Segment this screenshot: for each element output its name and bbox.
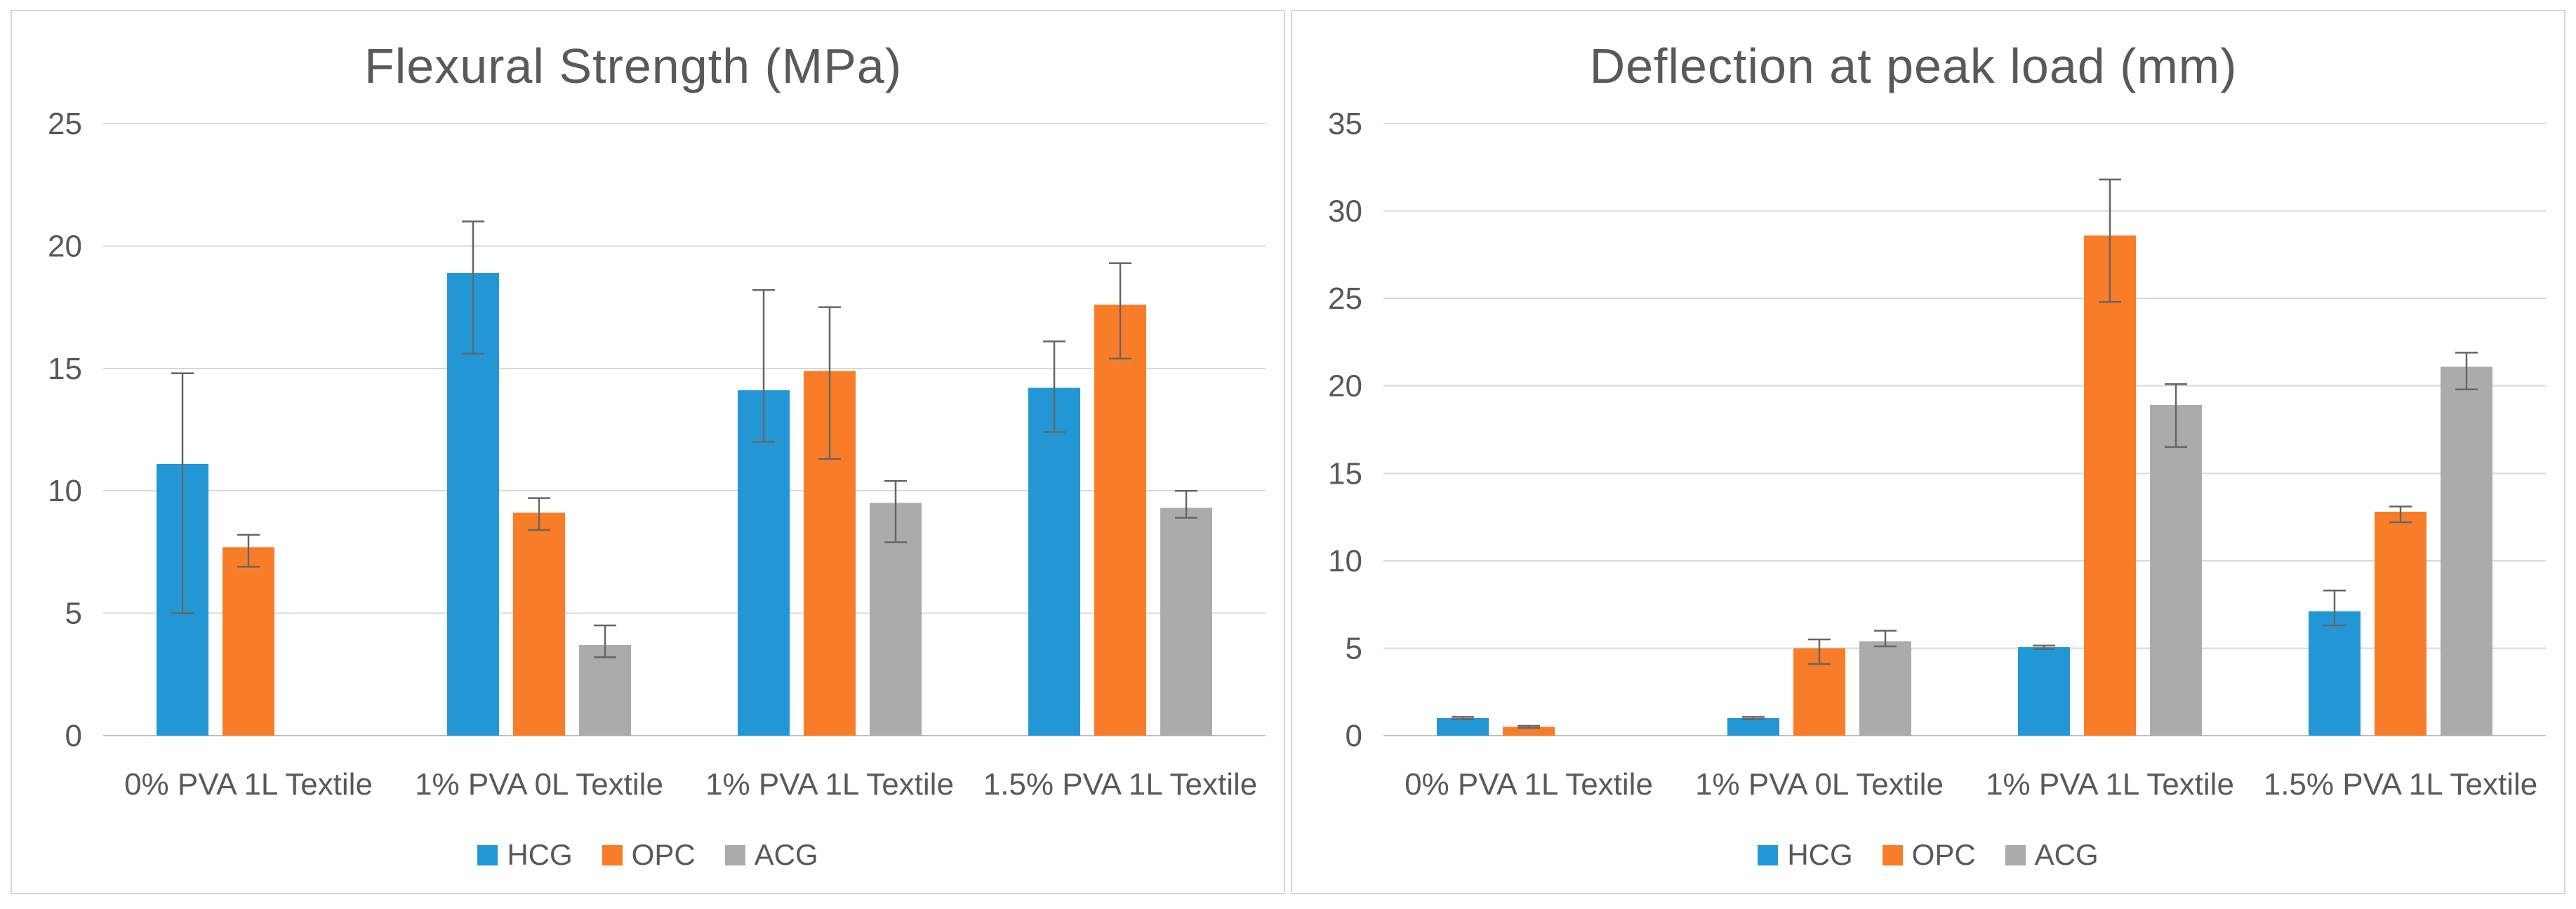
y-tick-label: 25 — [1328, 281, 1362, 316]
legend-swatch-opc — [602, 844, 623, 865]
y-tick-label: 10 — [48, 474, 82, 508]
legend-item-hcg: HCG — [477, 838, 573, 872]
legend-swatch-hcg — [477, 844, 498, 865]
chart-title: Deflection at peak load (mm) — [1589, 39, 2238, 93]
chart-title: Flexural Strength (MPa) — [364, 39, 903, 93]
flexural-strength-chart: 0 5 10 15 20 25 0% PVA 1L Textile 1% PVA 0L Tex… — [48, 107, 1266, 802]
legend: HCG OPC ACG — [1292, 838, 2564, 872]
legend-swatch-hcg — [1758, 844, 1779, 865]
bar-acg-group4 — [1160, 507, 1212, 736]
bar-opc-group1 — [1503, 726, 1555, 736]
bar-acg-group2 — [579, 644, 631, 736]
bar-opc-group3 — [2084, 235, 2136, 736]
legend-label-acg: ACG — [754, 838, 818, 871]
x-category-label: 1.5% PVA 1L Textile — [2264, 767, 2538, 802]
legend-swatch-opc — [1882, 844, 1903, 865]
bar-opc-group1 — [223, 547, 274, 736]
y-tick-label: 10 — [1328, 544, 1362, 578]
bar-hcg-group4 — [1028, 387, 1080, 736]
bar-hcg-group1 — [1437, 718, 1489, 736]
legend-item-opc: OPC — [1882, 838, 1976, 872]
legend-label-hcg: HCG — [1787, 838, 1853, 871]
legend-item-acg: ACG — [2005, 838, 2099, 872]
legend-item-acg: ACG — [724, 838, 818, 872]
legend-item-hcg: HCG — [1758, 838, 1853, 872]
legend-label-opc: OPC — [631, 838, 696, 871]
bar-opc-group2 — [513, 512, 565, 736]
bar-hcg-group4 — [2309, 611, 2361, 736]
y-tick-label: 25 — [48, 107, 82, 141]
bar-opc-group4 — [2375, 512, 2426, 736]
x-category-label: 1% PVA 1L Textile — [1986, 767, 2234, 802]
y-tick-label: 20 — [48, 229, 82, 263]
y-tick-label: 15 — [1328, 456, 1362, 491]
y-tick-label: 0 — [65, 719, 82, 753]
y-tick-label: 5 — [1346, 631, 1362, 665]
x-category-label: 0% PVA 1L Textile — [124, 767, 373, 802]
x-category-label: 1% PVA 1L Textile — [705, 767, 954, 802]
bar-hcg-group2 — [1727, 718, 1779, 736]
x-category-label: 1% PVA 0L Textile — [415, 767, 663, 802]
bar-hcg-group3 — [738, 390, 790, 736]
legend-item-opc: OPC — [602, 838, 696, 872]
legend: HCG OPC ACG — [12, 838, 1284, 872]
legend-swatch-acg — [724, 844, 745, 865]
bar-hcg-group3 — [2018, 647, 2070, 736]
bar-acg-group3 — [2150, 405, 2202, 736]
deflection-panel: 0 5 10 15 20 25 30 35 0% PVA 1L Textile 1% PVA 0L… — [1291, 10, 2565, 894]
bar-acg-group2 — [1859, 641, 1911, 736]
legend-swatch-acg — [2005, 844, 2026, 865]
legend-label-hcg: HCG — [507, 838, 573, 871]
y-tick-label: 20 — [1328, 369, 1362, 404]
legend-label-acg: ACG — [2034, 838, 2099, 871]
x-category-label: 1% PVA 0L Textile — [1695, 767, 1944, 802]
bar-opc-group4 — [1094, 305, 1146, 736]
y-tick-label: 0 — [1346, 719, 1362, 753]
y-tick-label: 15 — [48, 352, 82, 386]
y-tick-label: 35 — [1328, 107, 1362, 141]
x-category-label: 1.5% PVA 1L Textile — [983, 767, 1258, 802]
flexural-strength-panel: 0 5 10 15 20 25 0% PVA 1L Textile 1% PVA 0L Tex… — [11, 10, 1285, 894]
deflection-chart: 0 5 10 15 20 25 30 35 0% PVA 1L Textile 1% PVA 0L… — [1328, 107, 2546, 802]
x-category-label: 0% PVA 1L Textile — [1405, 767, 1653, 802]
y-tick-label: 30 — [1328, 194, 1362, 229]
y-tick-label: 5 — [65, 597, 82, 631]
legend-label-opc: OPC — [1911, 838, 1976, 871]
bar-acg-group4 — [2441, 366, 2492, 736]
